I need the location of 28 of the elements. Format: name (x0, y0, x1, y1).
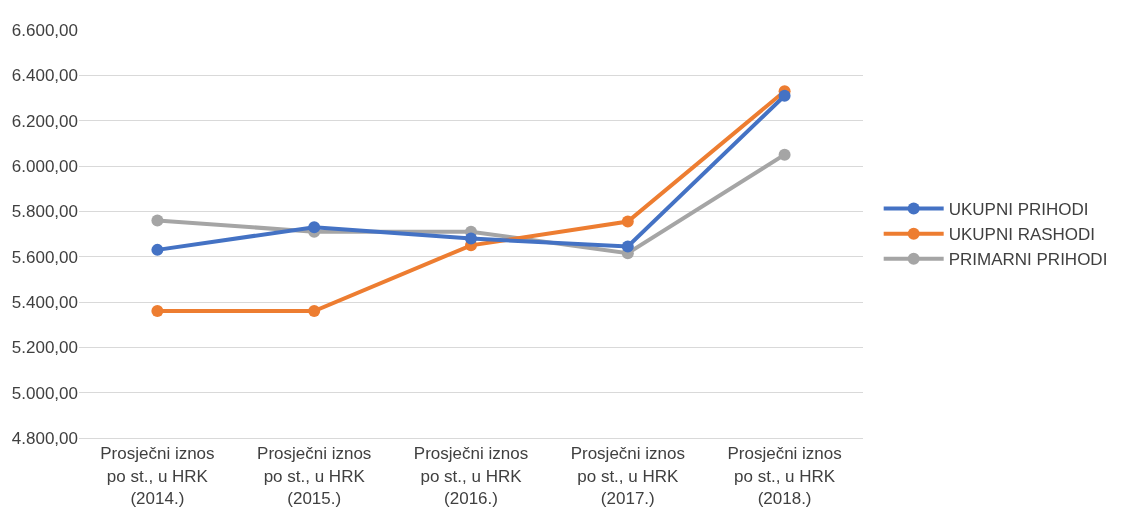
y-tick-label: 5.800,00 (11, 202, 78, 222)
y-tick-label: 5.400,00 (11, 292, 78, 312)
legend-label: PRIMARNI PRIHODI (948, 250, 1108, 270)
x-tick-label: Prosječni iznos po st., u HRK (2015.) (257, 444, 372, 508)
y-tick-label: 6.400,00 (11, 66, 78, 86)
y-tick-label: 5.600,00 (11, 247, 78, 267)
x-tick-label: Prosječni iznos po st., u HRK (2016.) (413, 444, 529, 508)
x-tick-label: Prosječni iznos po st., u HRK (2018.) (727, 444, 842, 508)
point (621, 215, 634, 228)
point (621, 240, 634, 253)
point (308, 305, 321, 318)
y-tick-label: 6.600,00 (11, 20, 78, 40)
y-tick-label: 6.000,00 (11, 156, 78, 176)
point (465, 232, 477, 245)
legend-label: UKUPNI RASHODI (948, 225, 1096, 245)
point (151, 243, 164, 256)
x-tick-label: Prosječni iznos po st., u HRK (2014.) (100, 444, 215, 508)
legend-label: UKUPNI PRIHODI (948, 200, 1089, 220)
point (778, 148, 791, 161)
y-tick-label: 5.000,00 (11, 383, 78, 403)
y-tick-label: 6.200,00 (11, 111, 78, 131)
point (151, 214, 164, 227)
y-tick-label: 4.800,00 (11, 428, 78, 448)
x-tick-label: Prosječni iznos po st., u HRK (2017.) (570, 444, 685, 508)
point (778, 89, 791, 102)
point (151, 305, 164, 318)
y-tick-label: 5.200,00 (11, 338, 78, 358)
point (308, 221, 321, 234)
